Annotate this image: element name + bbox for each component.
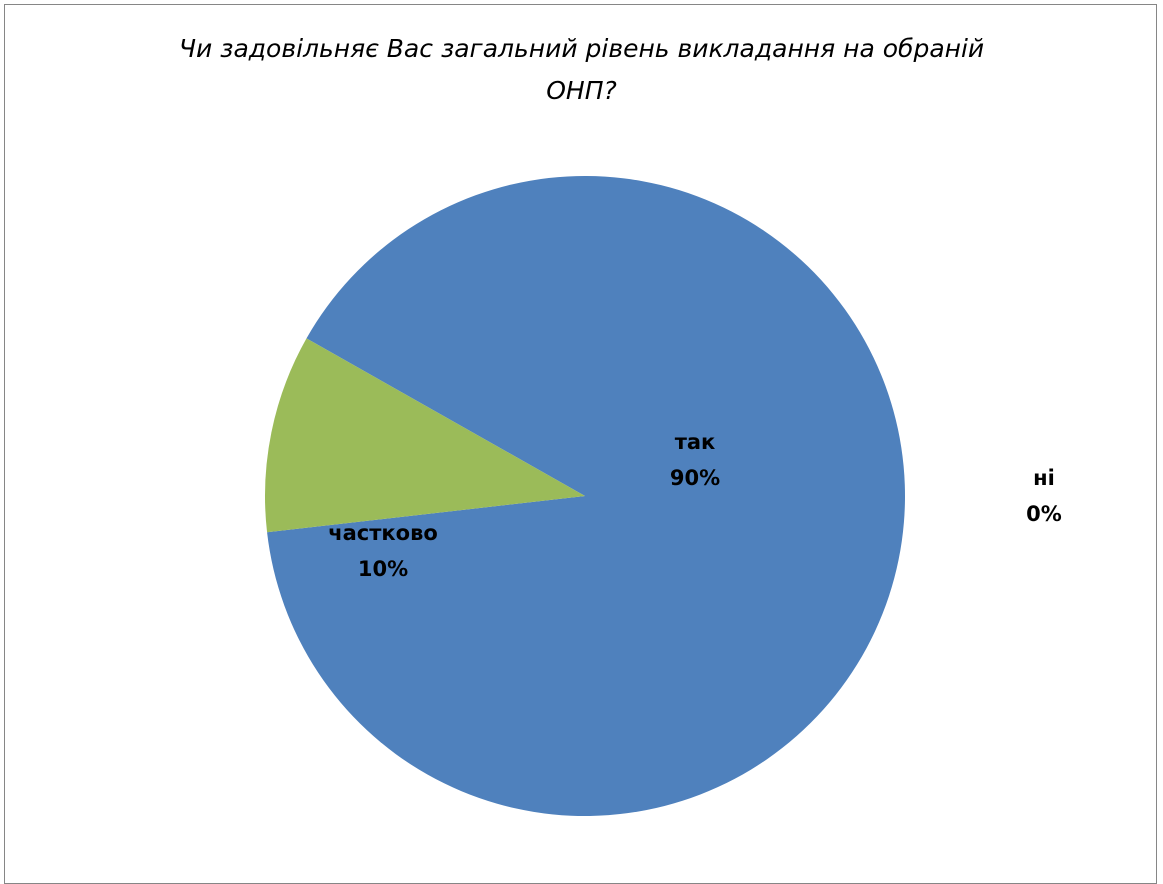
pie-slice-1: [267, 175, 906, 816]
chart-title-line-1: Чи задовільняє Вас загальний рівень викл…: [178, 34, 985, 63]
pie-data-labels: так 90% ні 0% частково 10%: [328, 430, 1062, 581]
chart-title-line-2: ОНП?: [546, 76, 617, 105]
pie-slice-3: [265, 338, 585, 533]
data-label-percent-3: 10%: [358, 557, 408, 581]
data-label-percent-1: 90%: [670, 466, 720, 490]
data-label-percent-2: 0%: [1026, 502, 1062, 526]
data-label-category-3: частково: [328, 521, 438, 545]
data-label-category-2: ні: [1033, 466, 1055, 490]
pie-slices: [265, 175, 906, 816]
chart-title: Чи задовільняє Вас загальний рівень викл…: [120, 28, 1043, 112]
data-label-category-1: так: [675, 430, 716, 454]
